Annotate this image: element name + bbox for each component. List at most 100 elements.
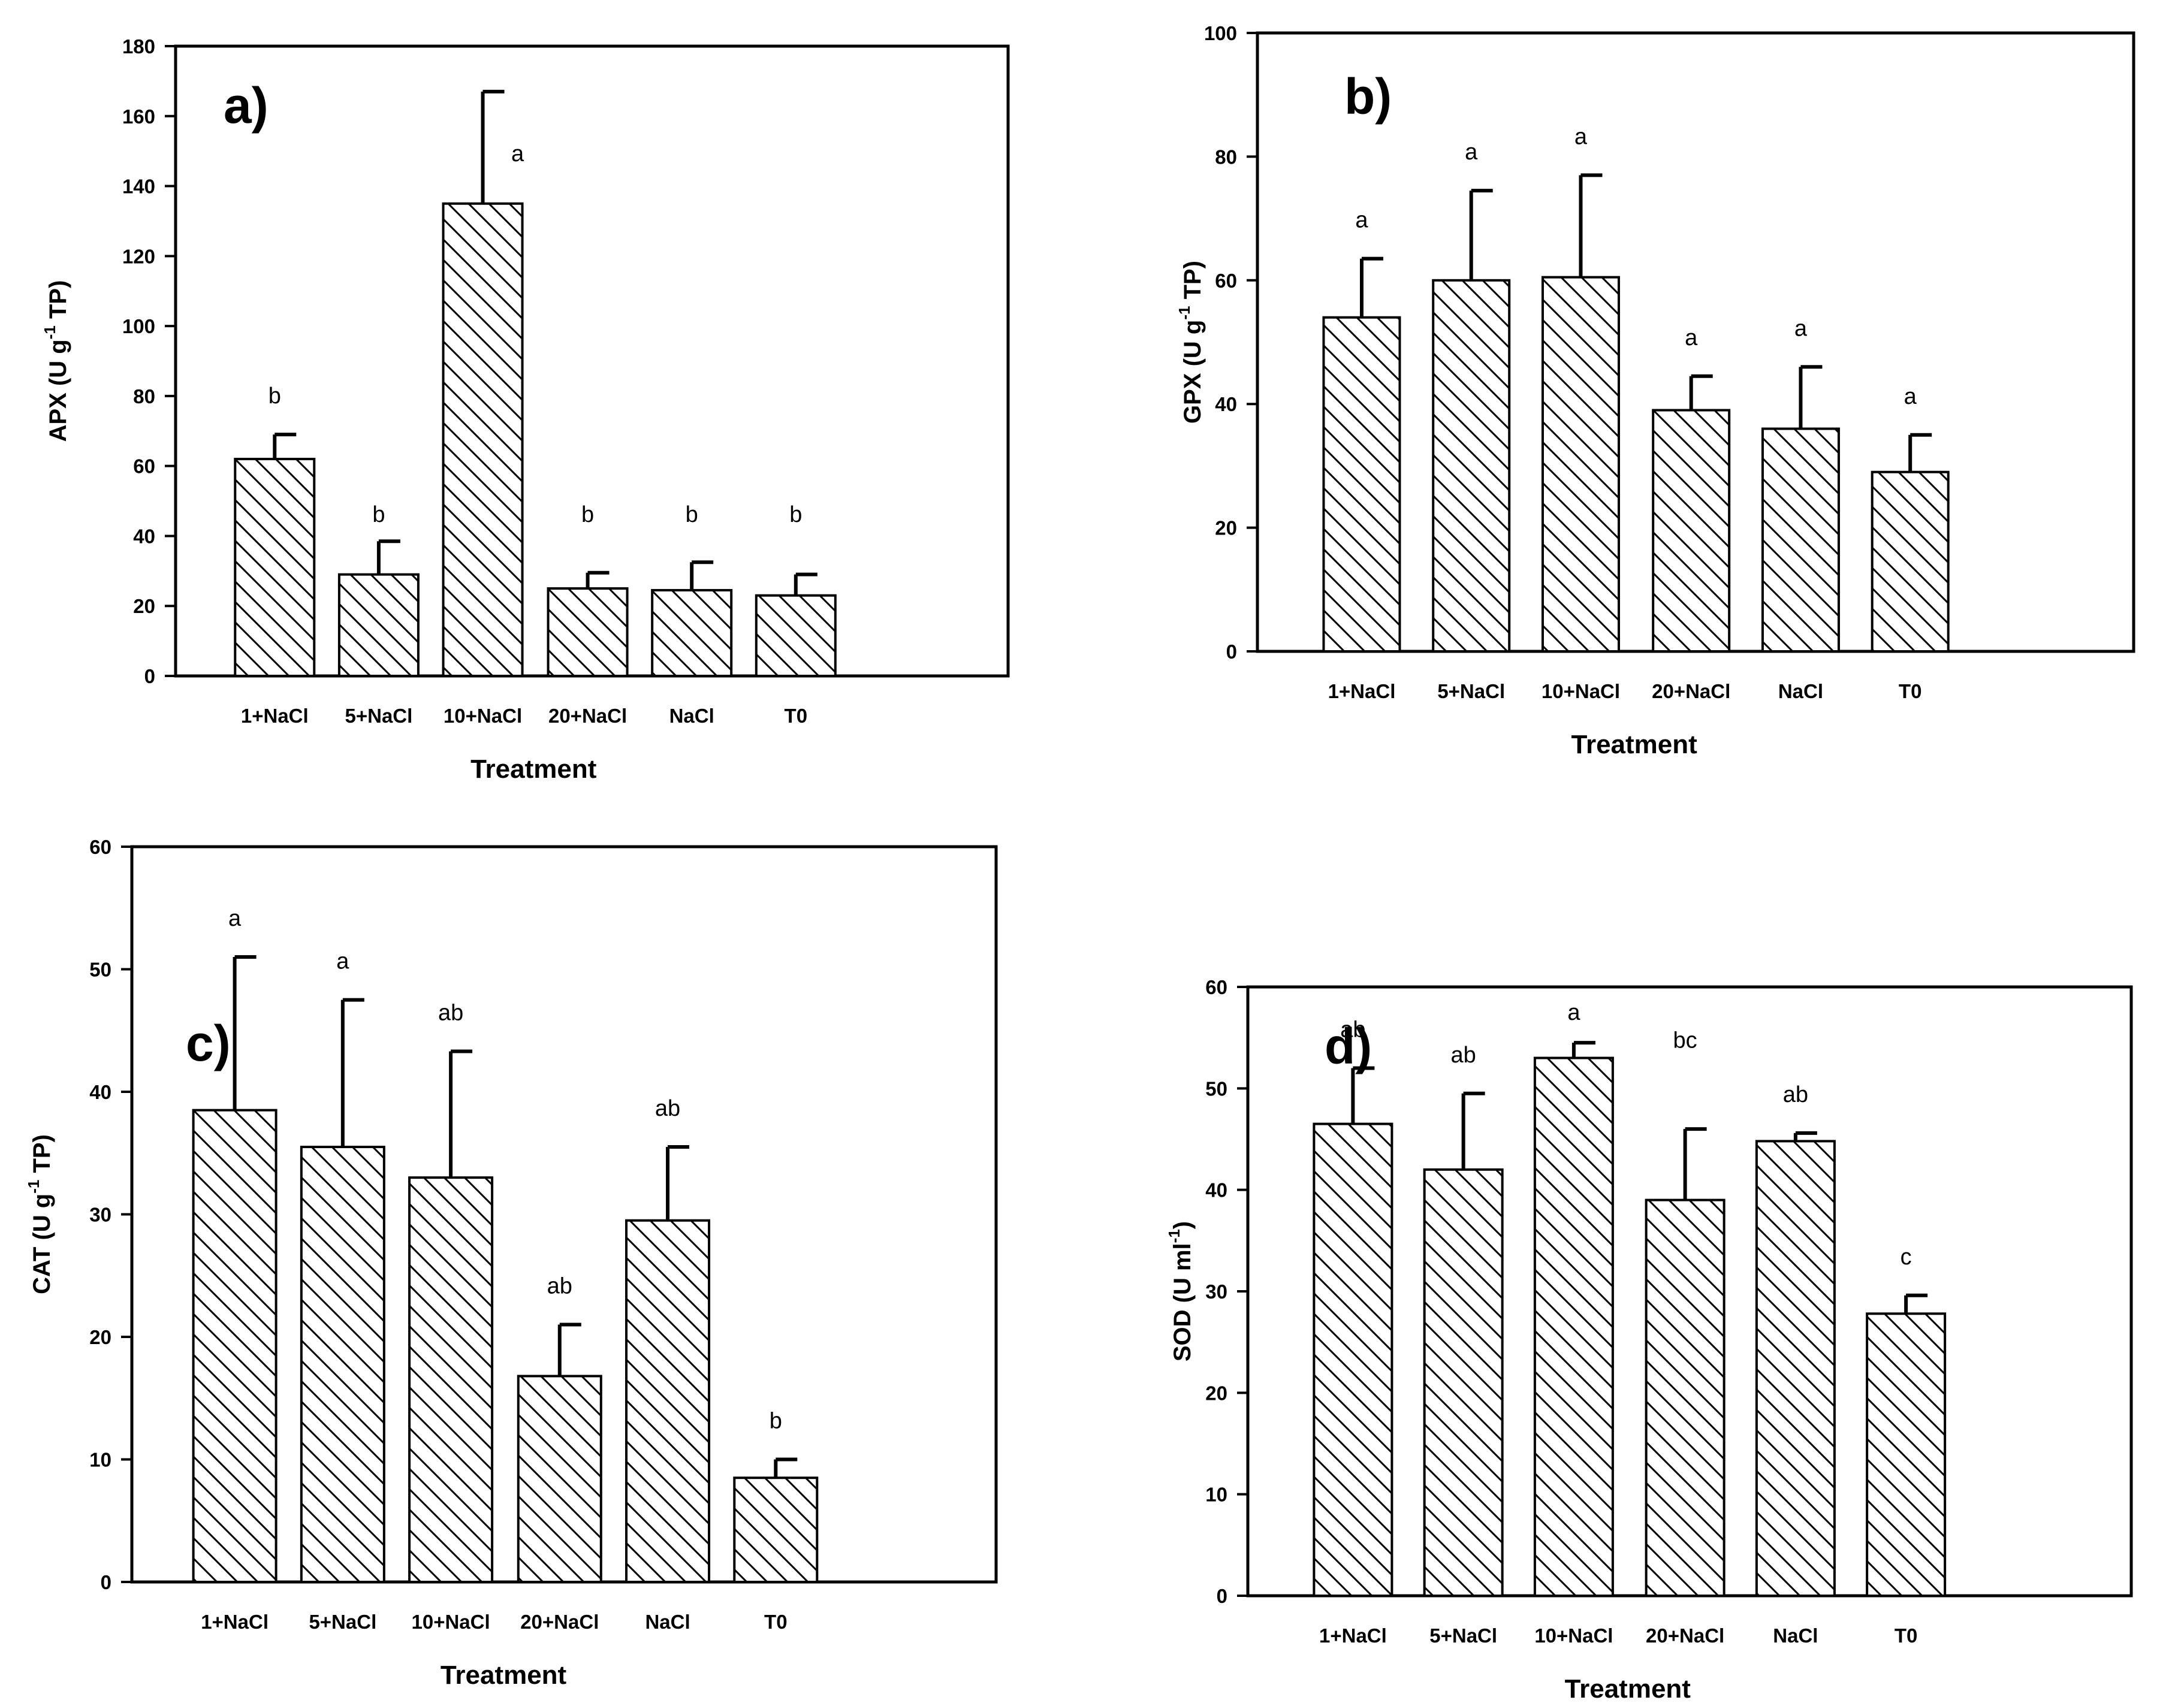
x-tick-label: T0 — [1895, 1625, 1918, 1647]
y-tick-label: 10 — [89, 1449, 111, 1471]
y-tick-label: 80 — [1215, 146, 1237, 168]
y-tick-label: 80 — [133, 385, 155, 407]
y-tick-label: 10 — [1205, 1484, 1227, 1506]
y-tick-label: 20 — [1215, 517, 1237, 539]
x-tick-label: T0 — [764, 1611, 788, 1633]
x-tick-label: 1+NaCl — [1319, 1625, 1387, 1647]
y-tick-label: 120 — [122, 245, 155, 267]
significance-letter: a — [1904, 384, 1917, 409]
significance-letter: ab — [438, 1001, 463, 1026]
y-tick-label: 40 — [1205, 1179, 1227, 1201]
bar-10+NaCl — [408, 1176, 494, 1583]
x-tick-label: 10+NaCl — [1542, 680, 1620, 702]
bar-T0 — [1871, 470, 1950, 653]
chart-panel-2: 0 20 40 60 80 100 GPX (U g-1 TP) a 1+NaCl a 5+NaCl… — [1175, 22, 2135, 759]
y-axis-label-tail: ) — [1169, 1221, 1196, 1229]
bar-10+NaCl — [1541, 276, 1620, 653]
x-axis-label: Treatment — [1565, 1674, 1691, 1704]
bar-20+NaCl — [1652, 409, 1731, 653]
y-tick-label: 50 — [1205, 1077, 1227, 1100]
y-tick-label: 30 — [1205, 1281, 1227, 1303]
x-tick-label: 10+NaCl — [1534, 1625, 1613, 1647]
x-tick-label: NaCl — [1778, 680, 1823, 702]
x-tick-label: 10+NaCl — [444, 705, 522, 727]
y-axis-label: GPX (U g-1 TP) — [1175, 261, 1206, 424]
y-tick-label: 100 — [122, 315, 155, 337]
y-tick-label: 40 — [89, 1081, 111, 1103]
bar-NaCl — [1761, 427, 1840, 653]
panel-label: a) — [224, 77, 269, 134]
bar-5+NaCl — [300, 1146, 385, 1583]
chart-panel-3: 0 10 20 30 40 50 60 CAT (U g-1 TP) a 1+NaCl a 5+NaC… — [25, 836, 998, 1690]
y-tick-label: 160 — [122, 105, 155, 128]
bar-5+NaCl — [337, 573, 420, 678]
bar-20+NaCl — [547, 587, 629, 677]
chart-panel-1: 0 20 40 60 80 100 120 140 160 180 APX (U g-1 TP) b 1… — [41, 35, 1010, 784]
x-tick-label: 1+NaCl — [1328, 680, 1396, 702]
x-tick-label: 20+NaCl — [1646, 1625, 1724, 1647]
significance-letter: ab — [655, 1096, 680, 1121]
significance-letter: a — [511, 141, 524, 167]
y-axis-label-base: SOD (U ml — [1169, 1243, 1196, 1361]
x-axis-label: Treatment — [1571, 730, 1698, 759]
y-axis-label-base: GPX (U g — [1180, 320, 1206, 424]
significance-letter: a — [1355, 208, 1368, 233]
y-axis-label-base: CAT (U g — [29, 1194, 55, 1294]
bar-10+NaCl — [442, 202, 524, 677]
significance-letter: ab — [1783, 1082, 1808, 1107]
significance-letter: b — [789, 502, 802, 527]
x-tick-label: 5+NaCl — [345, 705, 413, 727]
x-tick-label: NaCl — [645, 1611, 690, 1633]
significance-letter: ab — [1451, 1043, 1476, 1068]
bar-1+NaCl — [234, 457, 316, 677]
bar-NaCl — [1755, 1140, 1836, 1598]
x-tick-label: 10+NaCl — [412, 1611, 490, 1633]
y-tick-label: 60 — [89, 836, 111, 858]
y-tick-label: 0 — [1226, 641, 1237, 663]
bar-10+NaCl — [1533, 1056, 1614, 1597]
significance-letter: a — [1685, 325, 1698, 351]
bar-T0 — [733, 1476, 819, 1584]
y-axis-label-base: APX (U g — [45, 339, 71, 442]
bar-20+NaCl — [1645, 1198, 1726, 1597]
panel-label: d) — [1325, 1018, 1372, 1074]
bar-1+NaCl — [1322, 316, 1401, 653]
chart-panel-4: 0 10 20 30 40 50 60 SOD (U ml-1) ab 1+NaCl ab 5+NaC… — [1165, 976, 2133, 1704]
bar-1+NaCl — [192, 1109, 277, 1584]
y-tick-label: 20 — [89, 1326, 111, 1348]
significance-letter: ab — [1340, 1017, 1365, 1042]
y-tick-label: 0 — [144, 665, 155, 687]
y-tick-label: 0 — [1217, 1585, 1227, 1607]
significance-letter: a — [336, 949, 349, 974]
y-tick-label: 40 — [1215, 393, 1237, 415]
bar-20+NaCl — [517, 1375, 602, 1583]
y-axis-label-tail: TP) — [29, 1134, 55, 1180]
significance-letter: bc — [1673, 1028, 1697, 1053]
significance-letter: b — [372, 502, 385, 527]
panel-label: c) — [186, 1015, 231, 1071]
x-tick-label: 20+NaCl — [520, 1611, 599, 1633]
x-tick-label: T0 — [785, 705, 808, 727]
x-tick-label: 5+NaCl — [309, 1611, 376, 1633]
significance-letter: a — [1794, 316, 1808, 341]
panel-label: b) — [1344, 68, 1392, 125]
y-axis-label: APX (U g-1 TP) — [41, 280, 71, 442]
significance-letter: ab — [547, 1274, 572, 1299]
y-tick-label: 100 — [1204, 22, 1237, 44]
significance-letter: a — [1567, 1000, 1580, 1025]
bar-5+NaCl — [1432, 279, 1511, 653]
y-tick-label: 0 — [101, 1571, 111, 1593]
y-axis-label: CAT (U g-1 TP) — [25, 1134, 55, 1294]
bar-T0 — [755, 594, 837, 678]
x-tick-label: NaCl — [1773, 1625, 1818, 1647]
x-tick-label: 20+NaCl — [548, 705, 627, 727]
significance-letter: a — [1465, 140, 1478, 165]
y-axis-label-tail: TP) — [45, 280, 71, 326]
y-axis-label: SOD (U ml-1) — [1165, 1221, 1196, 1361]
significance-letter: b — [269, 384, 281, 409]
significance-letter: a — [228, 906, 242, 931]
bar-T0 — [1866, 1312, 1947, 1598]
x-axis-label: Treatment — [441, 1660, 567, 1690]
y-tick-label: 60 — [1215, 270, 1237, 292]
y-tick-label: 20 — [1205, 1382, 1227, 1404]
